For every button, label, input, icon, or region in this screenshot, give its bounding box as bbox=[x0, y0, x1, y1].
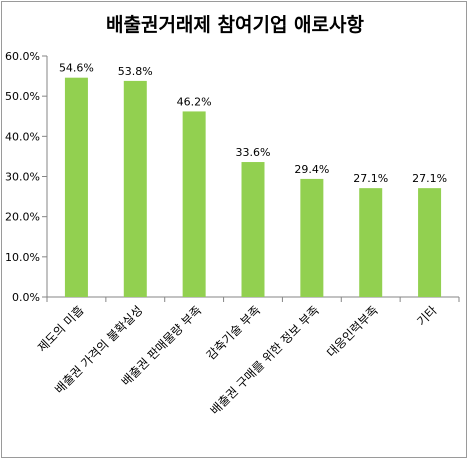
data-label: 27.1% bbox=[353, 172, 388, 185]
data-label: 54.6% bbox=[59, 62, 94, 75]
chart-title: 배출권거래제 참여기업 애로사항 bbox=[106, 14, 364, 36]
category-label: 기타 bbox=[414, 303, 440, 329]
category-label: 대응인력부족 bbox=[324, 303, 381, 360]
data-label: 27.1% bbox=[412, 172, 447, 185]
bar bbox=[359, 188, 383, 297]
data-label: 29.4% bbox=[294, 163, 329, 176]
y-tick-label: 50.0% bbox=[5, 90, 40, 103]
bar bbox=[418, 188, 442, 297]
y-tick-label: 20.0% bbox=[5, 211, 40, 224]
bar bbox=[300, 178, 324, 297]
bar bbox=[64, 77, 88, 297]
bar bbox=[182, 111, 206, 298]
y-tick-label: 0.0% bbox=[12, 291, 40, 304]
y-tick-label: 60.0% bbox=[5, 50, 40, 63]
category-label: 감축기술 부족 bbox=[204, 303, 263, 362]
bar bbox=[123, 80, 147, 297]
category-label: 제도의 미흡 bbox=[35, 303, 87, 355]
y-tick-label: 40.0% bbox=[5, 130, 40, 143]
data-label: 53.8% bbox=[118, 65, 153, 78]
category-label: 배출권 구매를 위한 정보 부족 bbox=[208, 303, 322, 417]
data-label: 33.6% bbox=[236, 146, 271, 159]
data-label: 46.2% bbox=[177, 95, 212, 108]
y-tick-label: 10.0% bbox=[5, 251, 40, 264]
y-tick-label: 30.0% bbox=[5, 171, 40, 184]
bar bbox=[241, 162, 265, 297]
